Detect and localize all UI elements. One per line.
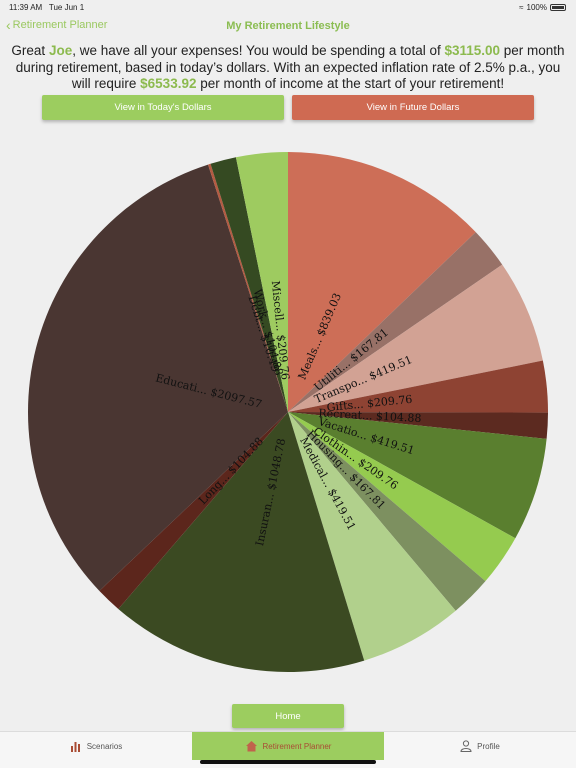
pie-slice (208, 163, 288, 412)
view-today-dollars-button[interactable]: View in Today's Dollars (42, 95, 284, 120)
home-indicator (200, 760, 376, 764)
wifi-icon: ≈ (519, 3, 524, 12)
monthly-total: $3115.00 (444, 43, 501, 58)
pie-slice (210, 157, 288, 412)
pie-slice (288, 412, 486, 611)
summary-text: Great Joe, we have all your expenses! Yo… (11, 43, 565, 91)
pie-slice (288, 412, 548, 439)
pie-slice (235, 152, 288, 412)
tab-profile[interactable]: Profile (384, 732, 576, 760)
tab-retirement-planner[interactable]: Retirement Planner (192, 732, 384, 760)
status-time: 11:39 AM Tue Jun 1 (9, 3, 85, 12)
tab-scenarios-label: Scenarios (86, 741, 123, 751)
pie-slice (288, 412, 456, 661)
required-income: $6533.92 (140, 76, 197, 91)
bar-chart-icon (70, 742, 80, 752)
status-bar: 11:39 AM Tue Jun 1 ≈ 100% (0, 0, 576, 14)
pie-slice (288, 264, 543, 412)
page-title: My Retirement Lifestyle (226, 20, 350, 32)
nav-bar: ‹ Retirement Planner My Retirement Lifes… (0, 14, 576, 38)
chevron-left-icon: ‹ (6, 16, 11, 33)
home-button[interactable]: Home (232, 704, 344, 728)
pie-slice (118, 412, 365, 672)
pie-slice (28, 164, 289, 591)
pie-slice (288, 232, 503, 412)
status-indicators: ≈ 100% (519, 3, 566, 12)
pie-slice (288, 412, 516, 582)
back-button[interactable]: ‹ Retirement Planner (6, 16, 108, 33)
user-name: Joe (48, 43, 73, 58)
pie-slice (288, 412, 547, 539)
tab-bar: Scenarios Retirement Planner Profile (0, 731, 576, 768)
pie-slice-label: Recreat... $104.88 (318, 407, 422, 425)
pie-slice (99, 412, 288, 610)
back-label: Retirement Planner (12, 19, 108, 31)
view-future-dollars-button[interactable]: View in Future Dollars (292, 95, 534, 120)
tab-profile-label: Profile (477, 741, 500, 751)
pie-slice (288, 360, 548, 413)
battery-percent: 100% (526, 3, 547, 12)
house-icon (245, 741, 257, 752)
tab-planner-label: Retirement Planner (262, 741, 332, 751)
pie-slice (288, 152, 476, 412)
tab-scenarios[interactable]: Scenarios (0, 732, 192, 760)
person-icon (460, 740, 472, 752)
battery-icon (550, 4, 566, 11)
